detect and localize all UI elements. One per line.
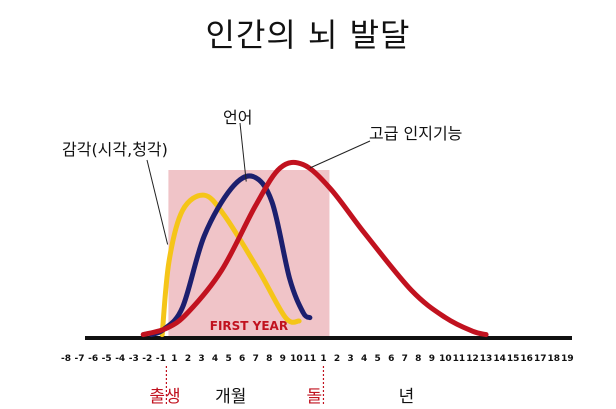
x-tick-label: 1 (171, 354, 177, 364)
x-tick-label: 1 (320, 354, 326, 364)
chart-title: 인간의 뇌 발달 (205, 16, 411, 54)
bottom-label-birth: 출생 (149, 387, 181, 407)
x-tick-label: 3 (347, 354, 353, 364)
x-tick-label: 14 (493, 354, 506, 364)
x-tick-label: 11 (304, 354, 317, 364)
x-tick-label: 12 (466, 354, 479, 364)
x-tick-label: -3 (129, 354, 139, 364)
x-tick-label: 16 (520, 354, 533, 364)
x-tick-label: 19 (561, 354, 574, 364)
x-tick-label: 7 (253, 354, 259, 364)
x-tick-label: 13 (480, 354, 493, 364)
x-tick-label: 6 (239, 354, 245, 364)
annotation-sensory: 감각(시각,청각) (62, 140, 168, 159)
series-sensory-curve (159, 192, 302, 338)
x-tick-label: 10 (290, 354, 303, 364)
x-tick-label: 15 (507, 354, 520, 364)
x-tick-label: 18 (548, 354, 561, 364)
leader-higher-cognition (309, 140, 371, 169)
x-tick-label: 5 (375, 354, 381, 364)
x-tick-label: 2 (185, 354, 191, 364)
x-tick-label: -1 (156, 354, 166, 364)
x-tick-label: 4 (212, 354, 218, 364)
bottom-label-months: 개월 (215, 387, 247, 407)
x-tick-label: 11 (453, 354, 466, 364)
x-tick-label: -6 (88, 354, 98, 364)
annotation-higher-cognition: 고급 인지기능 (369, 124, 463, 143)
x-tick-label: -4 (115, 354, 125, 364)
series-language-curve (148, 173, 313, 338)
x-tick-label: 6 (388, 354, 394, 364)
x-tick-label: 10 (439, 354, 452, 364)
x-tick-label: -2 (142, 354, 152, 364)
x-tick-label: 8 (266, 354, 272, 364)
leader-sensory (146, 159, 169, 245)
x-tick-label: 9 (429, 354, 435, 364)
annotation-language: 언어 (223, 108, 253, 127)
first-year-label: FIRST YEAR (210, 319, 288, 333)
x-tick-label: 2 (334, 354, 340, 364)
x-tick-label: 7 (402, 354, 408, 364)
series-higher-cognition-curve (140, 159, 489, 338)
x-tick-label: 5 (225, 354, 231, 364)
x-tick-label: 9 (280, 354, 286, 364)
x-tick-label: 8 (415, 354, 421, 364)
bottom-label-first-birthday: 돌 (306, 387, 323, 407)
leader-language (239, 122, 247, 182)
x-tick-label: 17 (534, 354, 547, 364)
x-tick-label: -8 (61, 354, 71, 364)
x-tick-label: 3 (198, 354, 204, 364)
bottom-label-years: 년 (398, 387, 415, 407)
x-tick-label: -7 (75, 354, 85, 364)
x-tick-label: -5 (102, 354, 112, 364)
x-tick-label: 4 (361, 354, 367, 364)
